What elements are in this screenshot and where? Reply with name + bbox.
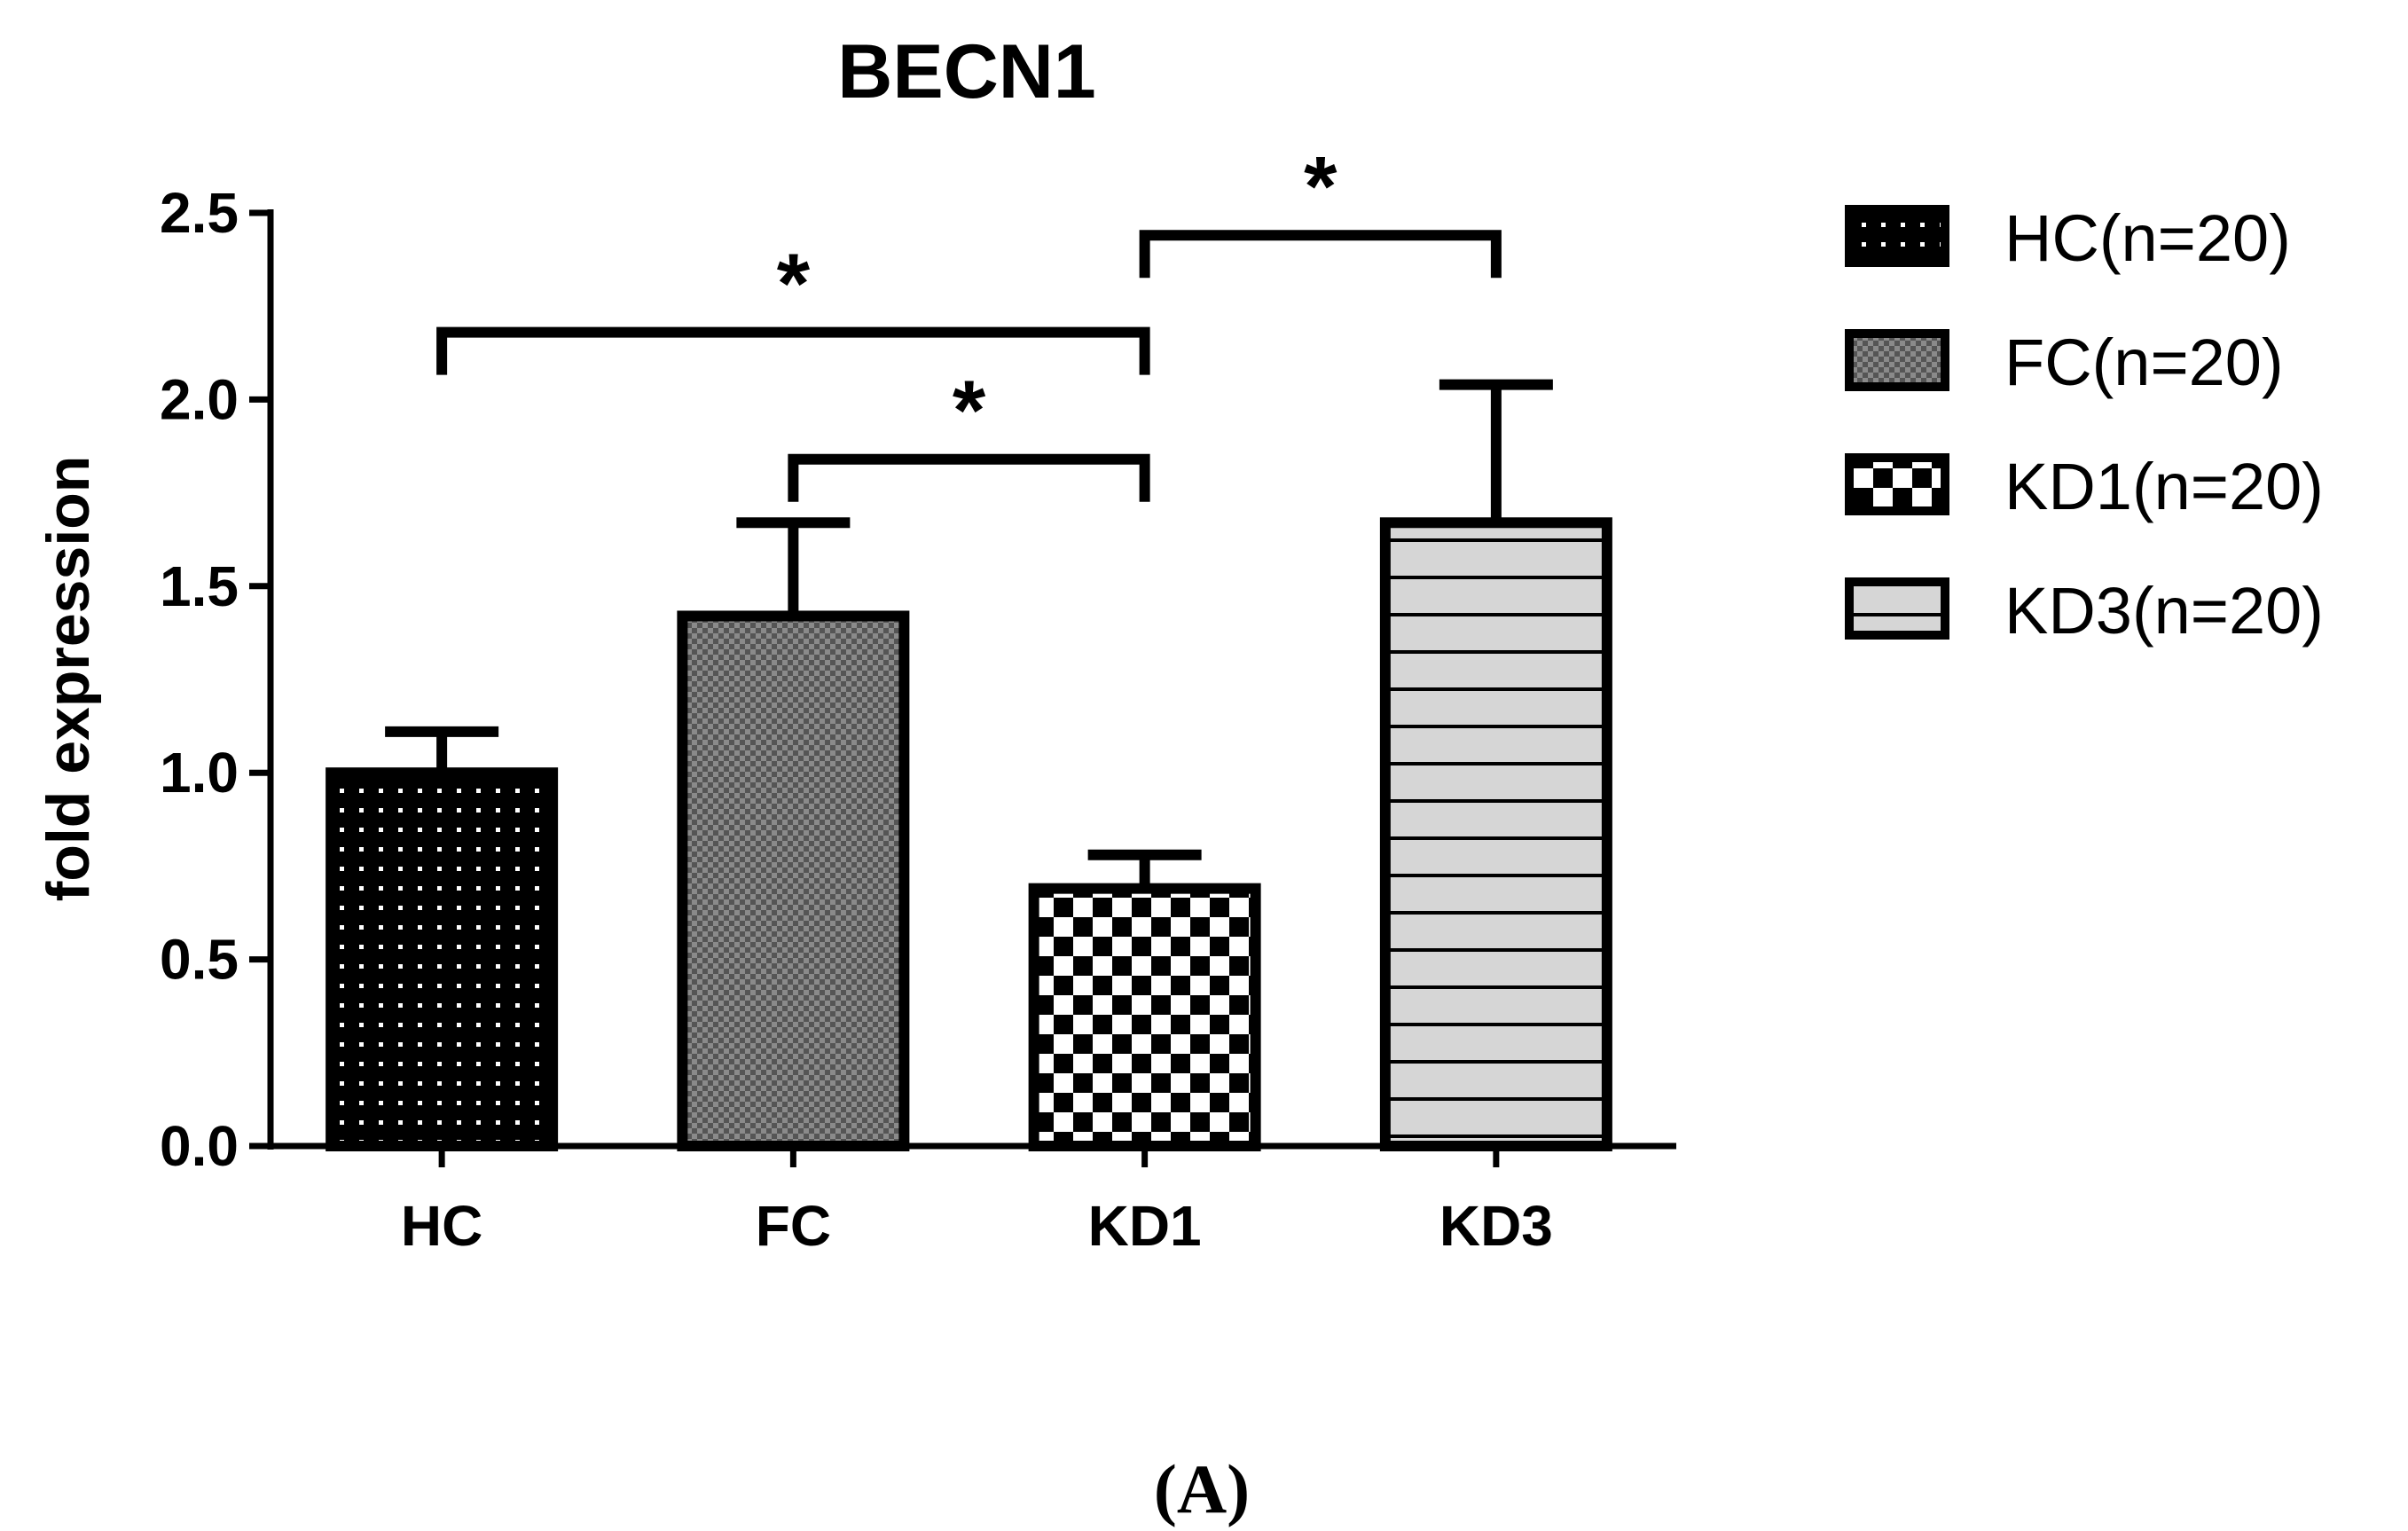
bar-kd3 (1379, 517, 1612, 1151)
legend-swatch (1845, 329, 1949, 391)
error-bar-hc (385, 726, 499, 773)
significance-label: * (1304, 139, 1337, 234)
legend-item-kd3: KD3(n=20) (1845, 574, 2324, 648)
bar-fc (677, 610, 910, 1151)
significance-bracket: * (1139, 139, 1502, 279)
significance-label: * (953, 364, 986, 459)
legend: HC(n=20) FC(n=20) KD1(n=20) KD3(n=20) (1845, 201, 2324, 648)
legend-swatch (1845, 205, 1949, 267)
chart-title: BECN1 (837, 29, 1096, 114)
significance-brackets: * * * (436, 139, 1502, 502)
y-tick-label: 1.5 (160, 554, 239, 618)
x-tick-label-hc: HC (401, 1194, 482, 1258)
panel-label: (A) (1154, 1450, 1250, 1527)
significance-bracket: * (788, 364, 1150, 502)
error-bar-kd1 (1087, 849, 1202, 889)
bar-hc (326, 767, 559, 1151)
significance-bracket: * (436, 237, 1150, 375)
legend-label: FC(n=20) (2004, 326, 2284, 399)
legend-item-fc: FC(n=20) (1845, 326, 2284, 399)
y-tick-label: 2.0 (160, 367, 239, 431)
legend-item-hc: HC(n=20) (1845, 201, 2291, 275)
legend-swatch (1845, 453, 1949, 515)
legend-label: KD3(n=20) (2004, 574, 2324, 648)
legend-label: KD1(n=20) (2004, 450, 2324, 523)
x-axis: HC FC KD1 KD3 (267, 1142, 1676, 1258)
y-tick-label: 1.0 (160, 741, 239, 805)
error-bar-fc (736, 517, 851, 616)
x-tick-label-kd3: KD3 (1439, 1194, 1553, 1258)
legend-item-kd1: KD1(n=20) (1845, 450, 2324, 523)
y-tick-label: 0.0 (160, 1114, 239, 1178)
legend-swatch (1845, 577, 1949, 640)
significance-label: * (777, 237, 811, 332)
error-bars (385, 379, 1553, 889)
y-tick-label: 2.5 (160, 181, 239, 245)
legend-label: HC(n=20) (2004, 201, 2291, 275)
x-tick-label-kd1: KD1 (1088, 1194, 1202, 1258)
bars (326, 517, 1612, 1151)
error-bar-kd3 (1439, 379, 1553, 523)
y-axis: 0.0 0.5 1.0 1.5 2.0 2.5 (160, 181, 274, 1178)
bar-kd1 (1028, 883, 1261, 1151)
y-tick-label: 0.5 (160, 928, 239, 992)
x-tick-label-fc: FC (756, 1194, 831, 1258)
y-axis-label: fold expression (35, 456, 102, 902)
